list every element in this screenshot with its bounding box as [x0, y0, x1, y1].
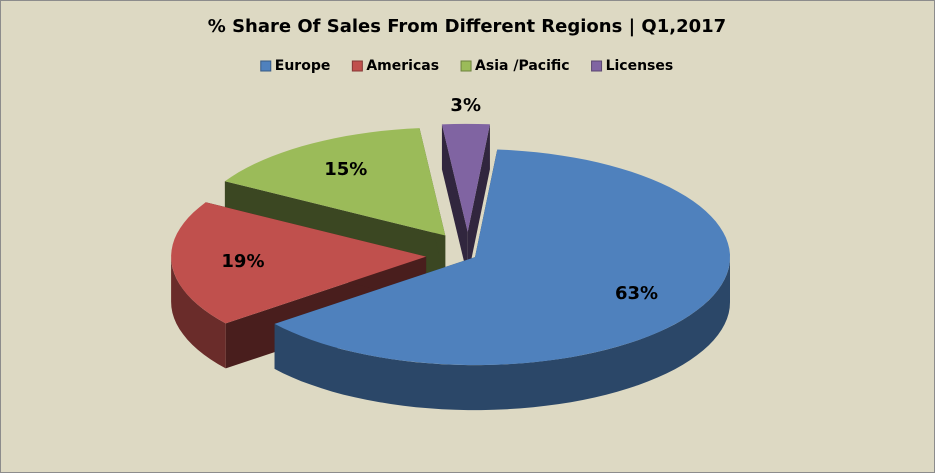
legend-swatch — [260, 60, 272, 72]
legend-swatch — [591, 60, 603, 72]
legend-label: Europe — [275, 58, 331, 74]
slice-cut-face — [467, 124, 490, 277]
data-label: 63% — [615, 283, 658, 304]
pie-slice — [224, 128, 446, 236]
legend: Europe Americas Asia /Pacific Licenses — [260, 58, 674, 74]
data-label: 15% — [324, 159, 367, 180]
chart-title: % Share Of Sales From Different Regions … — [208, 16, 726, 37]
legend-swatch — [460, 60, 472, 72]
pie-slice — [441, 123, 490, 232]
pie-slice — [171, 202, 427, 324]
legend-label: Licenses — [606, 58, 674, 74]
pie-tops — [171, 123, 730, 366]
slice-side — [274, 257, 730, 411]
slice-cut-face — [441, 124, 468, 277]
legend-swatch — [351, 60, 363, 72]
legend-label: Americas — [366, 58, 439, 74]
pie-slice — [274, 149, 730, 366]
legend-label: Asia /Pacific — [475, 58, 570, 74]
data-label: 19% — [221, 251, 264, 272]
slice-side — [171, 256, 226, 369]
data-labels: 63% 19% 15% 3% — [221, 95, 658, 304]
data-label: 3% — [450, 95, 481, 116]
